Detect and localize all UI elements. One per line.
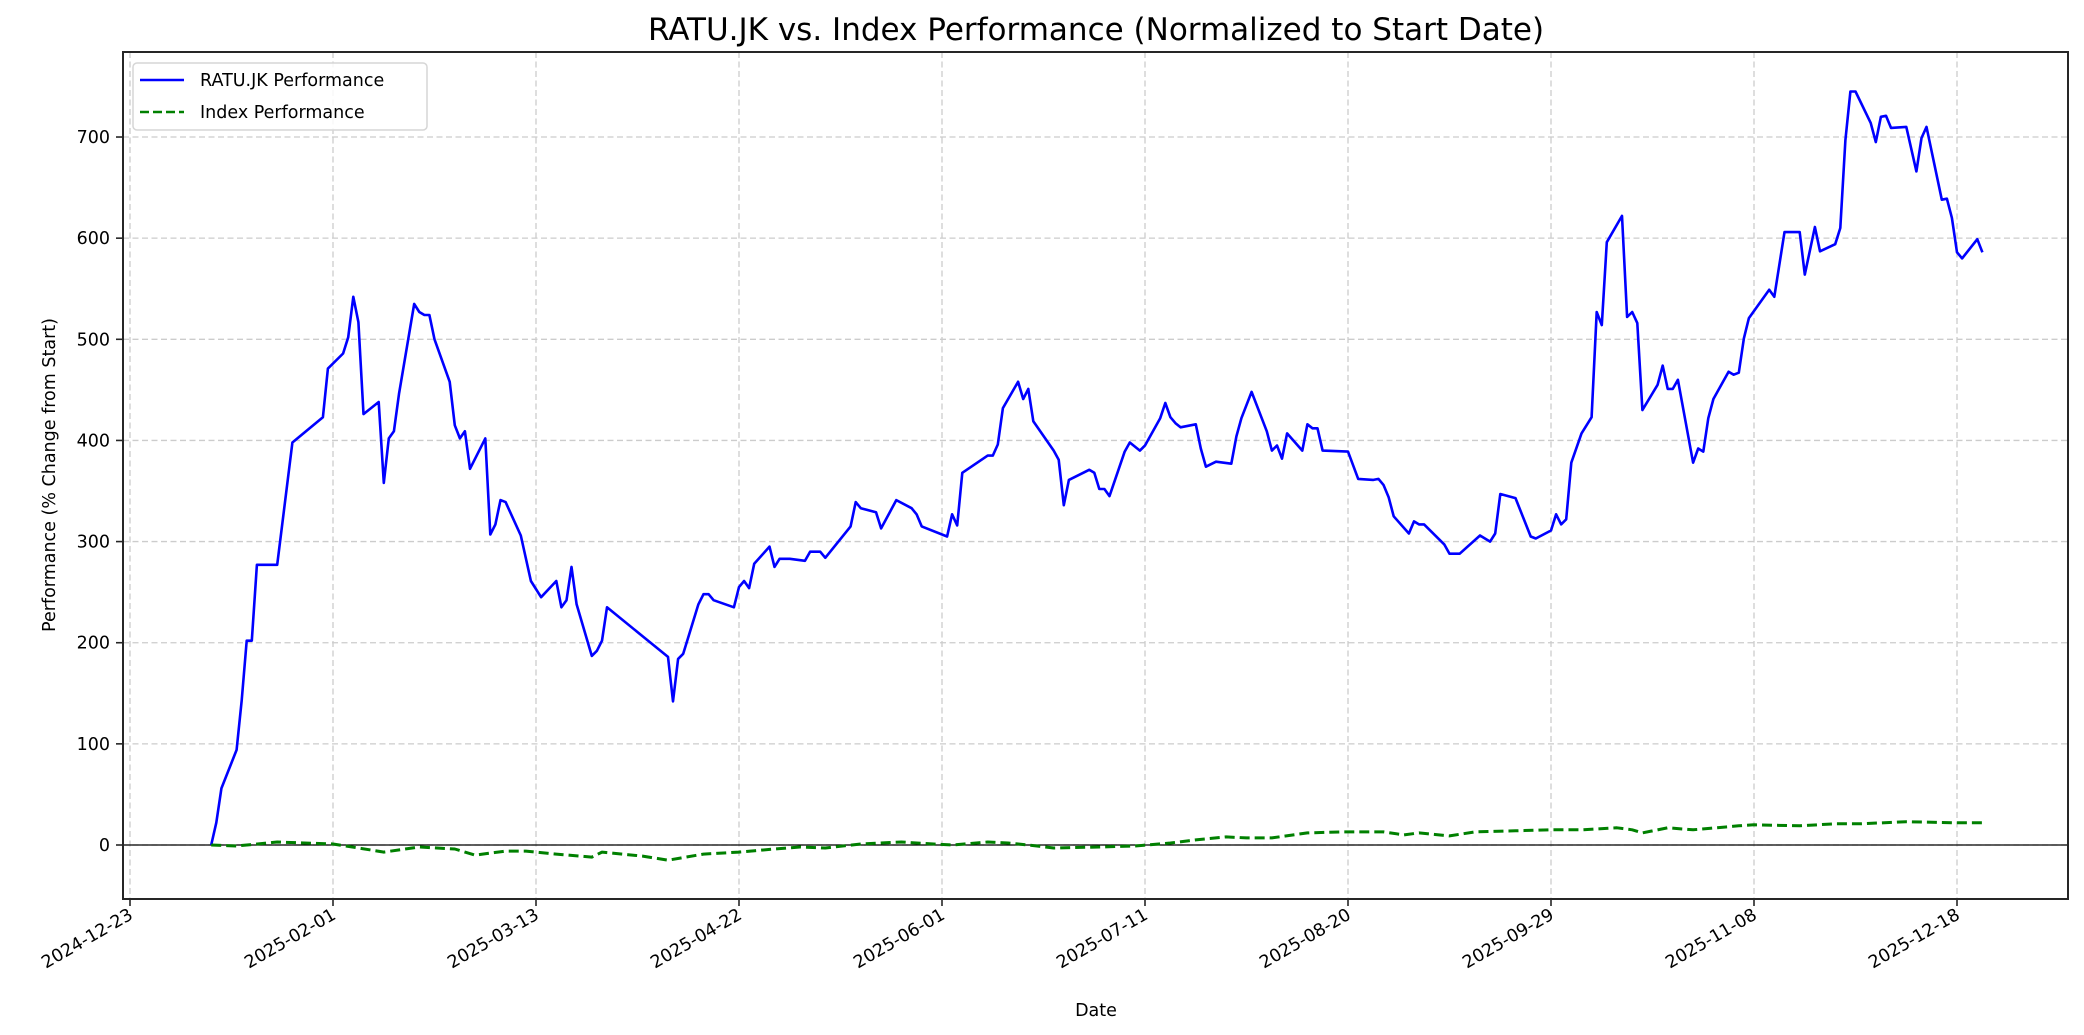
chart-title: RATU.JK vs. Index Performance (Normalize…: [648, 12, 1544, 48]
y-tick-label: 300: [77, 533, 110, 553]
x-tick-label: 2025-03-13: [444, 905, 542, 973]
x-tick-label: 2025-11-08: [1662, 905, 1760, 973]
y-tick-label: 100: [77, 735, 110, 755]
x-tick-label: 2024-12-23: [38, 905, 136, 973]
y-tick-label: 200: [77, 634, 110, 654]
plot-frame: [122, 51, 2069, 900]
ratu-performance-line: [209, 90, 1984, 846]
x-tick-label: 2025-04-22: [647, 905, 745, 973]
y-tick-label: 0: [99, 836, 110, 856]
x-tick-label: 2025-02-01: [241, 905, 339, 973]
x-axis-ticks: 2024-12-23 2025-02-01 2025-03-13 2025-04-22…: [38, 899, 1964, 973]
y-tick-label: 600: [77, 229, 110, 249]
y-tick-label: 500: [77, 330, 110, 350]
y-gridlines: [123, 136, 2068, 846]
x-tick-label: 2025-07-11: [1053, 905, 1151, 973]
y-axis-label: Performance (% Change from Start): [40, 318, 60, 632]
x-tick-label: 2025-08-20: [1256, 905, 1354, 973]
y-tick-label: 700: [77, 128, 110, 148]
y-tick-label: 400: [77, 431, 110, 451]
y-axis-ticks: 0 100 200 300 400 500 600 700: [77, 128, 123, 856]
x-tick-label: 2025-06-01: [850, 905, 948, 973]
x-axis-label: Date: [1075, 1001, 1117, 1021]
x-tick-label: 2025-12-18: [1865, 905, 1963, 973]
legend-label-index: Index Performance: [200, 103, 365, 123]
series-layer: [209, 90, 1984, 862]
legend-box: [132, 62, 428, 131]
legend-label-ratu: RATU.JK Performance: [200, 71, 384, 91]
legend: RATU.JK Performance Index Performance: [132, 62, 428, 131]
x-tick-label: 2025-09-29: [1459, 905, 1557, 973]
x-gridlines: [129, 52, 1958, 899]
index-performance-line: [211, 820, 1983, 862]
